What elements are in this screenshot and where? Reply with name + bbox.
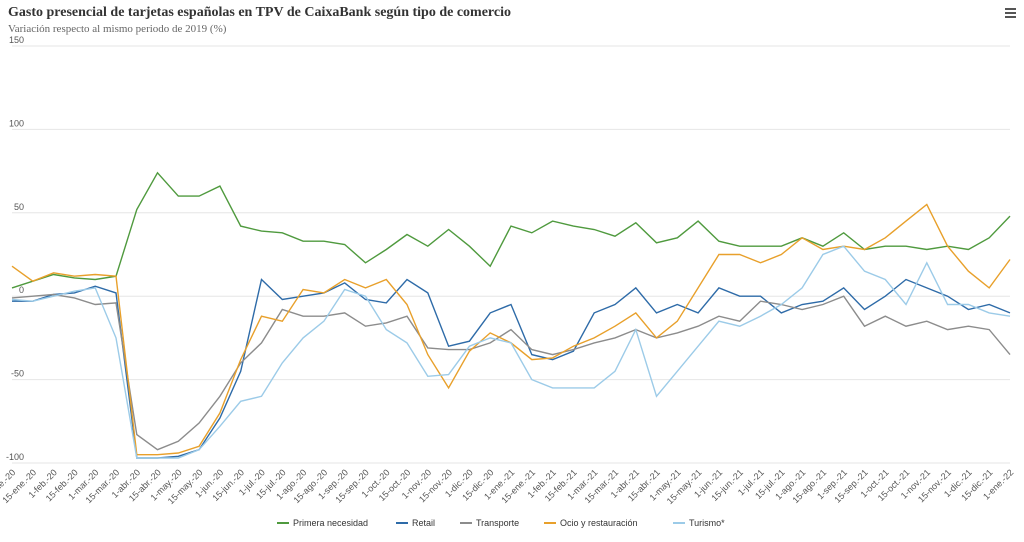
legend-label: Retail xyxy=(412,518,435,528)
y-tick-label: 50 xyxy=(14,202,24,212)
series-line xyxy=(11,245,1011,459)
y-tick-label: 0 xyxy=(19,285,24,295)
legend-label: Ocio y restauración xyxy=(560,518,638,528)
y-tick-label: -50 xyxy=(11,369,24,379)
y-tick-label: -100 xyxy=(6,452,24,462)
legend-item: Transporte xyxy=(460,518,519,528)
legend-item: Turismo* xyxy=(673,518,725,528)
legend-item: Retail xyxy=(396,518,435,528)
y-tick-label: 100 xyxy=(9,118,24,128)
y-tick-label: 150 xyxy=(9,35,24,45)
chart-subtitle: Variación respecto al mismo periodo de 2… xyxy=(8,23,227,35)
legend-label: Transporte xyxy=(476,518,519,528)
menu-icon[interactable] xyxy=(1005,8,1016,18)
legend-item: Primera necesidad xyxy=(277,518,368,528)
chart-title: Gasto presencial de tarjetas españolas e… xyxy=(8,5,511,20)
legend-label: Turismo* xyxy=(689,518,725,528)
legend-item: Ocio y restauración xyxy=(544,518,638,528)
series-line xyxy=(12,278,1011,459)
series-line xyxy=(11,171,1011,289)
series-line xyxy=(11,293,1011,451)
legend-label: Primera necesidad xyxy=(293,518,368,528)
